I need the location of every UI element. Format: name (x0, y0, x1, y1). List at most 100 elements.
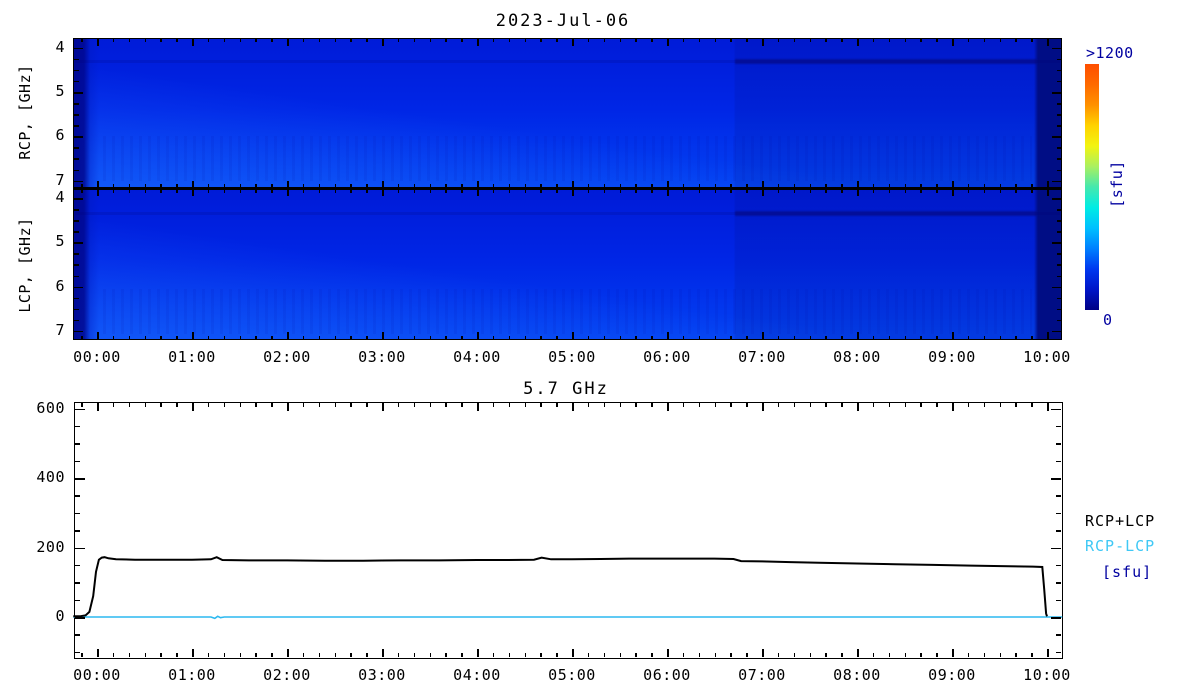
time-tick (302, 190, 305, 193)
time-tick (920, 190, 922, 193)
time-tick (128, 184, 131, 187)
time-tick (271, 653, 273, 657)
time-tick (461, 403, 463, 407)
freq-tick (1052, 242, 1061, 244)
value-tick (1056, 582, 1061, 584)
time-tick (382, 38, 384, 46)
time-tick (651, 190, 653, 193)
time-tick (762, 649, 764, 657)
time-tick (413, 336, 416, 340)
time-tick (144, 184, 146, 187)
rfi-band-strong-rcp (735, 59, 1037, 64)
time-tick (587, 403, 590, 407)
spect-time-tick-label: 01:00 (168, 348, 216, 366)
value-tick (1051, 408, 1061, 410)
value-tick (1056, 443, 1061, 445)
time-tick (239, 184, 241, 187)
time-tick (445, 653, 447, 657)
time-tick (825, 184, 827, 187)
time-tick (587, 190, 590, 193)
time-tick (825, 38, 827, 42)
time-tick (556, 184, 558, 187)
value-tick (1056, 425, 1061, 428)
value-tick (1051, 617, 1061, 619)
time-tick (477, 332, 479, 340)
time-tick (128, 653, 131, 657)
time-tick (318, 190, 321, 193)
noise-texture-lcp (103, 289, 1032, 334)
time-tick (983, 336, 986, 340)
time-tick (667, 190, 669, 196)
freq-tick (74, 209, 79, 211)
freq-tick-label: 4 (55, 188, 65, 206)
time-tick (682, 653, 685, 657)
time-tick (556, 190, 558, 193)
time-tick (872, 653, 875, 657)
value-tick (75, 582, 80, 584)
time-tick (983, 38, 986, 42)
time-tick (967, 38, 970, 42)
time-tick (746, 184, 748, 187)
time-tick (857, 649, 859, 657)
time-tick (936, 403, 938, 407)
freq-tick (1056, 308, 1061, 311)
time-tick (540, 653, 542, 657)
spect-time-tick-label: 03:00 (358, 348, 406, 366)
time-tick (239, 336, 241, 340)
time-tick (97, 332, 99, 340)
time-tick (556, 653, 558, 657)
time-tick (287, 38, 289, 46)
time-tick (223, 38, 226, 42)
ts-time-tick-label: 06:00 (643, 666, 691, 684)
time-tick (192, 649, 194, 657)
time-tick (207, 403, 210, 407)
time-tick (999, 38, 1001, 42)
time-tick (192, 38, 194, 46)
time-tick (730, 38, 732, 42)
time-tick (112, 336, 115, 340)
time-tick (397, 38, 400, 42)
time-tick (255, 653, 257, 657)
time-tick (144, 336, 146, 340)
ts-time-tick-label: 07:00 (738, 666, 786, 684)
time-tick (1047, 403, 1049, 411)
time-tick (888, 336, 891, 340)
legend-unit: [sfu] (1102, 563, 1153, 581)
time-tick (413, 403, 416, 407)
time-tick (350, 190, 352, 193)
freq-tick (74, 242, 83, 244)
time-tick (302, 403, 305, 407)
freq-tick-label: 7 (55, 170, 65, 189)
freq-tick (1056, 69, 1061, 72)
time-tick (888, 190, 891, 193)
time-tick (334, 336, 336, 340)
time-tick (540, 184, 542, 187)
time-tick (714, 190, 716, 193)
time-tick (841, 38, 843, 42)
time-tick (477, 649, 479, 657)
value-tick (75, 425, 80, 428)
rfi-band-strong-lcp (735, 211, 1037, 216)
freq-tick (1052, 198, 1061, 200)
spect-time-tick-label: 06:00 (643, 348, 691, 366)
time-tick (287, 332, 289, 340)
time-tick (904, 38, 906, 42)
time-tick (809, 184, 811, 187)
spectrogram-frame (73, 38, 1062, 340)
time-tick (809, 403, 811, 407)
time-tick (287, 403, 289, 411)
colorbar-unit-label: [sfu] (1108, 160, 1126, 208)
time-tick (793, 403, 796, 407)
value-tick-label: 400 (36, 468, 65, 486)
time-tick (477, 190, 479, 196)
time-tick (888, 184, 891, 187)
time-tick (255, 38, 257, 42)
freq-tick (1052, 136, 1061, 138)
freq-tick-label: 5 (55, 82, 65, 100)
time-tick (302, 653, 305, 657)
time-tick (445, 38, 447, 42)
time-tick (746, 403, 748, 407)
time-tick (619, 190, 621, 193)
ts-time-tick-label: 10:00 (1023, 666, 1071, 684)
